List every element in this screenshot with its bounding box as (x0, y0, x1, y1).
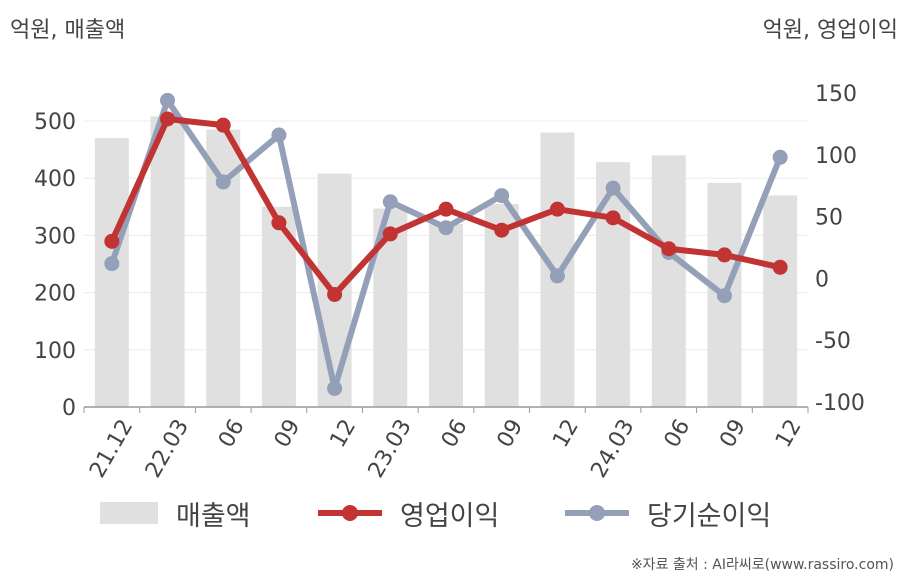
left-tick-label: 400 (34, 167, 76, 192)
profit-lines (104, 92, 788, 396)
sales-bar (94, 138, 129, 407)
right-tick-label: 50 (815, 206, 843, 231)
x-tick-label: 12 (771, 415, 807, 452)
x-tick-label: 09 (493, 415, 529, 452)
sales-bar (484, 203, 519, 407)
operating-profit-point (104, 233, 120, 249)
sales-bar (651, 155, 686, 407)
legend-swatch-sales (100, 502, 158, 524)
net-income-point (438, 220, 454, 236)
plot-area: 0 100 200 300 400 500 -100 -50 0 50 100 150 21.12 22.… (34, 82, 865, 480)
left-tick-label: 0 (62, 396, 76, 421)
net-income-point (772, 149, 788, 165)
x-tick-label: 12 (548, 415, 584, 452)
left-axis-unit: 억원, 매출액 (10, 18, 126, 43)
net-income-point (716, 288, 732, 304)
legend-label-net-income: 당기순이익 (647, 500, 772, 532)
legend-item-net-income: 당기순이익 (565, 492, 771, 534)
net-income-point (327, 380, 343, 396)
x-tick-label: 23.03 (364, 415, 417, 480)
net-income-point (549, 268, 565, 284)
right-tick-label: 100 (815, 144, 857, 169)
legend-item-sales: 매출액 (100, 492, 251, 534)
x-tick-label: 06 (660, 415, 696, 452)
legend-label-operating-profit: 영업이익 (400, 500, 500, 532)
operating-profit-point (271, 215, 287, 231)
net-income-point (215, 174, 231, 190)
operating-profit-point (549, 201, 565, 217)
right-axis-unit: 억원, 영업이익 (762, 18, 898, 43)
operating-profit-point (661, 241, 677, 257)
axes (83, 406, 809, 413)
right-tick-label: 150 (815, 82, 857, 107)
x-tick-label: 24.03 (586, 415, 639, 480)
net-income-point (104, 256, 120, 272)
net-income-point (494, 188, 510, 204)
sales-bar (150, 116, 185, 407)
operating-profit-point (494, 222, 510, 238)
x-tick-label: 22.03 (141, 415, 194, 480)
sales-bar (763, 195, 798, 407)
x-tick-label: 06 (214, 415, 250, 452)
operating-profit-point (327, 286, 343, 302)
source-note: ※자료 출처 : AI라씨로(www.rassiro.com) (630, 557, 894, 573)
x-tick-label: 12 (325, 415, 361, 452)
net-income-point (605, 180, 621, 196)
left-tick-label: 300 (34, 224, 76, 249)
legend-swatch-operating-profit (318, 505, 382, 521)
x-tick-label: 21.12 (85, 415, 138, 480)
net-income-point (160, 92, 176, 108)
x-tick-label: 06 (437, 415, 473, 452)
legend-item-operating-profit: 영업이익 (318, 492, 499, 534)
right-tick-label: -100 (815, 391, 865, 416)
operating-profit-point (160, 111, 176, 127)
operating-profit-point (438, 201, 454, 217)
legend-swatch-net-income (565, 505, 629, 521)
operating-profit-point (382, 226, 398, 242)
left-tick-label: 500 (34, 110, 76, 135)
left-tick-label: 200 (34, 282, 76, 307)
operating-profit-point (772, 259, 788, 275)
x-tick-label: 09 (715, 415, 751, 452)
net-income-point (271, 127, 287, 143)
legend-label-sales: 매출액 (176, 500, 251, 532)
operating-profit-point (605, 210, 621, 226)
x-tick-label: 09 (270, 415, 306, 452)
left-tick-label: 100 (34, 339, 76, 364)
operating-profit-point (716, 247, 732, 263)
right-tick-label: -50 (815, 329, 851, 354)
net-income-point (382, 194, 398, 210)
right-tick-label: 0 (815, 267, 829, 292)
operating-profit-point (215, 117, 231, 133)
sales-bars (94, 116, 798, 407)
sales-bar (429, 223, 463, 407)
